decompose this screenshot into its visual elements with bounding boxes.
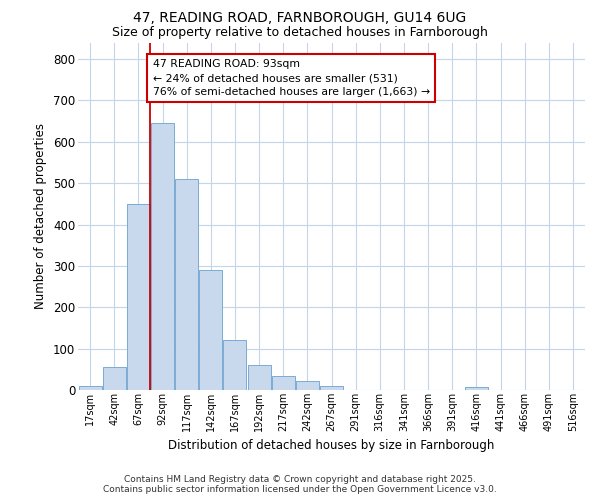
Bar [272, 376, 295, 390]
Bar [248, 365, 271, 390]
Bar [223, 340, 247, 390]
Bar [465, 386, 488, 390]
Bar [175, 179, 198, 390]
Bar [127, 204, 150, 390]
X-axis label: Distribution of detached houses by size in Farnborough: Distribution of detached houses by size … [169, 439, 494, 452]
Text: 47 READING ROAD: 93sqm
← 24% of detached houses are smaller (531)
76% of semi-de: 47 READING ROAD: 93sqm ← 24% of detached… [153, 59, 430, 97]
Bar [296, 381, 319, 390]
Bar [320, 386, 343, 390]
Bar [103, 367, 125, 390]
Text: Contains HM Land Registry data © Crown copyright and database right 2025.
Contai: Contains HM Land Registry data © Crown c… [103, 474, 497, 494]
Bar [199, 270, 222, 390]
Bar [151, 123, 174, 390]
Text: Size of property relative to detached houses in Farnborough: Size of property relative to detached ho… [112, 26, 488, 39]
Bar [79, 386, 101, 390]
Y-axis label: Number of detached properties: Number of detached properties [34, 123, 47, 309]
Text: 47, READING ROAD, FARNBOROUGH, GU14 6UG: 47, READING ROAD, FARNBOROUGH, GU14 6UG [133, 11, 467, 25]
